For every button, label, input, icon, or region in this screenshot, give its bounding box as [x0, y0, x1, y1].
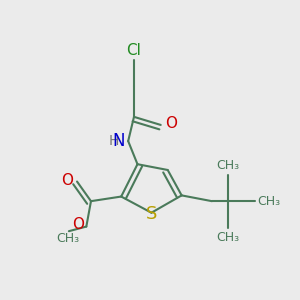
- Text: S: S: [146, 205, 157, 223]
- Text: N: N: [112, 132, 125, 150]
- Text: O: O: [72, 217, 84, 232]
- Text: Cl: Cl: [127, 43, 141, 58]
- Text: CH₃: CH₃: [217, 159, 240, 172]
- Text: O: O: [165, 116, 177, 131]
- Text: H: H: [109, 134, 119, 148]
- Text: CH₃: CH₃: [257, 195, 280, 208]
- Text: CH₃: CH₃: [217, 230, 240, 244]
- Text: O: O: [61, 173, 74, 188]
- Text: CH₃: CH₃: [56, 232, 79, 245]
